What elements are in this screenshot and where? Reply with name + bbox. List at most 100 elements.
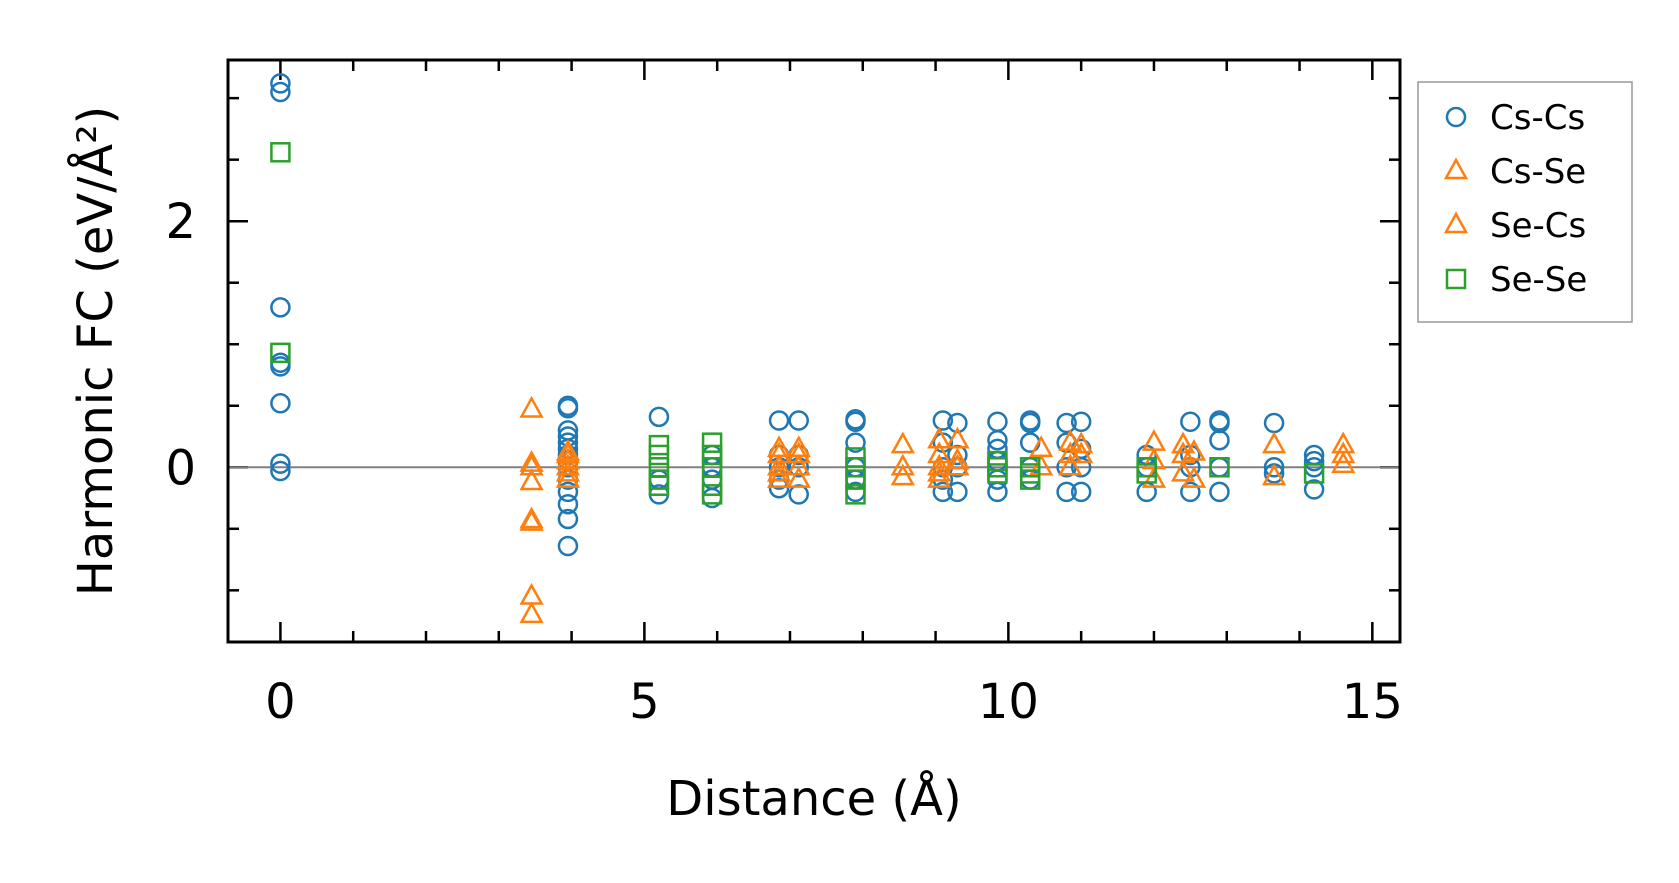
data-point [786, 453, 811, 476]
data-point [845, 432, 866, 453]
data-point [845, 469, 866, 490]
data-point [927, 459, 952, 482]
ticks-layer [228, 60, 1400, 642]
data-point [1170, 441, 1196, 464]
data-point [845, 484, 866, 505]
marks-layer [270, 73, 1356, 624]
data-point [1261, 431, 1287, 454]
data-point [1263, 457, 1285, 478]
data-point [519, 601, 544, 624]
data-point [786, 466, 811, 488]
data-point [519, 582, 544, 605]
data-point [270, 393, 291, 414]
data-point [557, 397, 579, 419]
data-point [786, 441, 811, 464]
legend-marker [1443, 211, 1469, 234]
data-point [927, 426, 952, 449]
y-tick-label: 2 [165, 194, 196, 250]
data-point [932, 410, 954, 431]
data-point [927, 453, 952, 476]
data-point [1180, 411, 1201, 433]
data-point [648, 475, 670, 496]
data-point [1331, 441, 1356, 464]
legend-label: Cs-Se [1490, 152, 1586, 192]
data-point [519, 395, 544, 418]
data-point [945, 453, 970, 476]
series-0 [270, 73, 1325, 557]
data-point [766, 466, 792, 488]
data-point [1303, 450, 1325, 472]
data-point [945, 447, 970, 470]
data-point [270, 73, 291, 94]
data-point [701, 484, 723, 505]
tick-labels: 0 5 10 15 0 2 [165, 194, 1402, 730]
legend-items: Cs-Cs Cs-Se Se-Cs Se-Se [1443, 98, 1587, 300]
data-point [1303, 479, 1325, 500]
data-point [648, 406, 670, 428]
data-point [947, 481, 968, 503]
data-point [270, 342, 291, 364]
data-point [845, 457, 866, 478]
data-point [890, 431, 915, 454]
data-point [1019, 432, 1041, 453]
data-point [1058, 453, 1083, 476]
data-point [932, 481, 954, 503]
data-point [1170, 459, 1196, 482]
x-tick-label: 0 [265, 674, 296, 730]
data-point [1069, 441, 1094, 464]
data-point [519, 468, 544, 491]
data-point [557, 481, 579, 503]
data-point [1028, 435, 1054, 458]
data-point [1209, 481, 1230, 503]
data-point [1181, 466, 1207, 488]
data-point [987, 429, 1008, 451]
data-point [1180, 481, 1201, 503]
data-point [270, 297, 291, 318]
series-2 [519, 435, 1356, 531]
y-axis-label: Harmonic FC (eV/Å²) [67, 106, 124, 596]
x-axis-label: Distance (Å) [666, 770, 961, 827]
data-point [1056, 481, 1077, 503]
data-point [1209, 457, 1230, 478]
data-point [1019, 412, 1041, 434]
data-point [1303, 463, 1325, 484]
data-point [519, 453, 544, 476]
data-point [270, 81, 291, 103]
legend-label: Se-Se [1490, 260, 1587, 300]
data-point [1070, 411, 1092, 433]
legend-marker [1445, 268, 1467, 290]
data-point [1136, 463, 1157, 484]
data-point [766, 435, 792, 458]
data-point [555, 459, 581, 482]
data-point [555, 453, 581, 476]
data-point [270, 453, 291, 474]
data-point [1170, 431, 1196, 454]
x-tick-label: 15 [1342, 674, 1403, 730]
plot-frame [226, 58, 1402, 644]
data-point [270, 356, 291, 377]
data-point [270, 460, 291, 482]
series-1 [519, 395, 1356, 624]
legend-label: Cs-Cs [1490, 98, 1585, 138]
data-point [555, 466, 581, 488]
data-point [945, 426, 970, 449]
data-point [788, 410, 809, 431]
data-point [701, 444, 723, 466]
data-point [1056, 412, 1077, 434]
data-point [788, 484, 809, 505]
legend-marker [1445, 106, 1467, 128]
data-point [987, 411, 1008, 433]
data-point [890, 453, 915, 476]
data-point [845, 411, 866, 433]
data-point [1261, 463, 1287, 486]
data-point [987, 463, 1008, 484]
data-point [987, 481, 1008, 503]
data-point [1069, 431, 1094, 454]
legend: Cs-Cs Cs-Se Se-Cs Se-Se [1417, 81, 1633, 323]
series-3 [270, 142, 1325, 505]
data-point [1070, 457, 1092, 478]
legend-marker [1443, 157, 1469, 180]
data-point [1209, 429, 1230, 451]
data-point [1263, 412, 1285, 434]
